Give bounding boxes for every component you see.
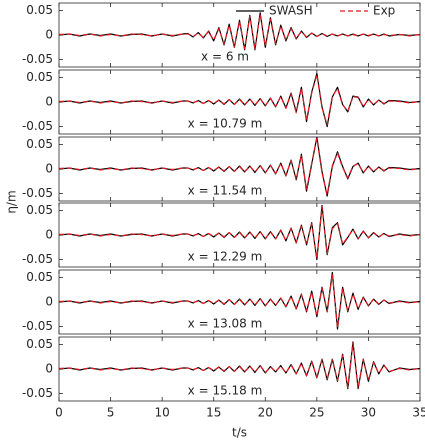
annotation: x = 12.29 m (188, 250, 263, 264)
plot-area (59, 72, 420, 128)
y-tick-label: 0.05 (26, 337, 53, 351)
y-tick-label: -0.05 (22, 186, 53, 200)
annotation: x = 13.08 m (188, 317, 263, 331)
data-line (59, 273, 420, 329)
annotation: x = 15.18 m (188, 384, 263, 398)
y-tick-label: -0.05 (22, 319, 53, 333)
axes-frame (58, 136, 421, 202)
data-line (59, 137, 420, 196)
axes-frame (58, 336, 421, 402)
y-tick-label: 0 (45, 162, 53, 176)
y-tick-label: 0 (45, 228, 53, 242)
axes-frame (58, 202, 421, 268)
plot-area (59, 341, 420, 390)
y-tick-label: 0 (45, 28, 53, 42)
legend-label: Exp (373, 4, 395, 18)
x-tick-label: 10 (155, 406, 170, 420)
data-line (59, 13, 420, 50)
data-line (59, 342, 420, 389)
y-tick-label: -0.05 (22, 52, 53, 66)
data-line (59, 341, 420, 390)
y-tick-label: 0.05 (26, 3, 53, 17)
x-tick-label: 15 (206, 406, 221, 420)
y-tick-label: -0.05 (22, 386, 53, 400)
y-tick-label: 0.05 (26, 137, 53, 151)
y-tick-label: 0.05 (26, 270, 53, 284)
plot-area (59, 137, 420, 197)
y-tick-label: 0.05 (26, 203, 53, 217)
plot-area (59, 271, 420, 330)
x-tick-label: 35 (412, 406, 425, 420)
x-tick-label: 0 (55, 406, 63, 420)
y-tick-label: 0 (45, 95, 53, 109)
data-line (59, 74, 420, 126)
annotation: x = 11.54 m (188, 184, 263, 198)
y-tick-label: -0.05 (22, 119, 53, 133)
y-tick-label: 0.05 (26, 70, 53, 84)
plot-area (59, 12, 420, 51)
annotation: x = 6 m (201, 50, 249, 64)
x-axis-label: t/s (232, 426, 247, 440)
x-tick-label: 25 (309, 406, 324, 420)
y-tick-label: -0.05 (22, 252, 53, 266)
y-tick-label: 0 (45, 362, 53, 376)
x-tick-label: 30 (361, 406, 376, 420)
y-axis-label: η/m (5, 190, 19, 213)
x-tick-label: 5 (107, 406, 115, 420)
axes-frame (58, 69, 421, 135)
annotation: x = 10.79 m (188, 117, 263, 131)
plot-area (59, 204, 420, 261)
data-line (59, 206, 420, 259)
legend-label: SWASH (269, 4, 313, 18)
axes-frame (58, 2, 421, 68)
x-tick-label: 20 (258, 406, 273, 420)
axes-frame (58, 269, 421, 335)
y-tick-label: 0 (45, 295, 53, 309)
data-line (59, 12, 420, 51)
